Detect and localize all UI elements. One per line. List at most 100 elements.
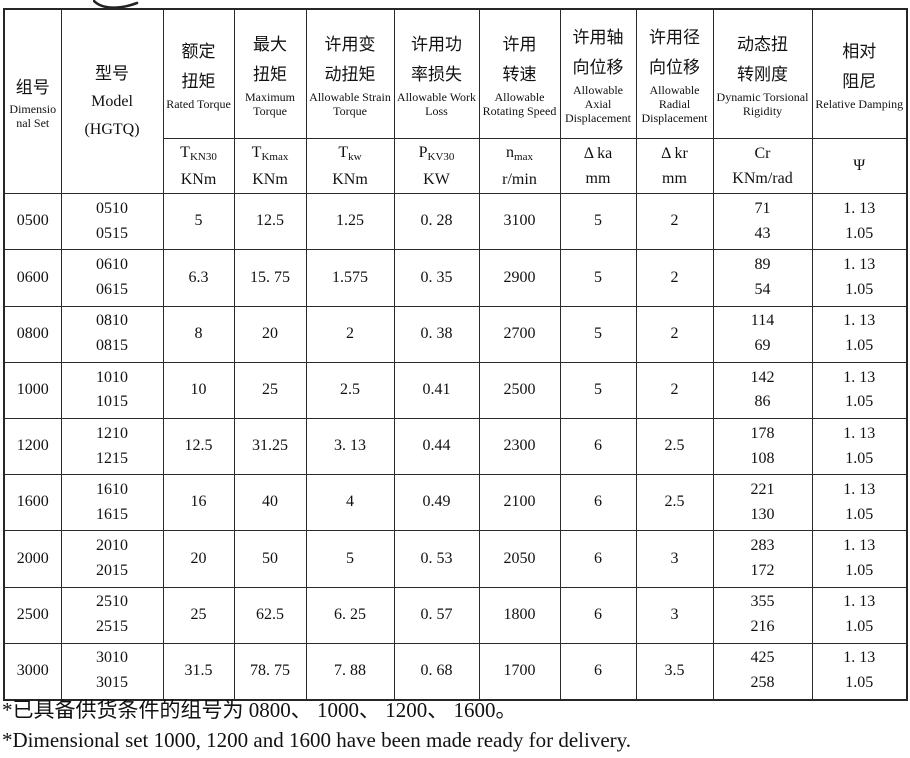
header-rated-torque-zh: 额定 扭矩	[181, 42, 216, 91]
cell-maximum-torque: 50	[233, 530, 307, 588]
cell-dimensional-set: 0500	[3, 193, 62, 251]
units-allowable-strain-torque: Tkw KNm	[305, 137, 395, 195]
cell-allowable-strain-torque: 6. 25	[305, 586, 395, 644]
header-allowable-axial-displacement: 许用轴 向位移 Allowable Axial Displacement	[559, 8, 637, 139]
cell-maximum-torque: 78. 75	[233, 642, 307, 701]
unit-allowable-radial-displacement: mm	[662, 170, 687, 188]
cell-dimensional-set: 1000	[3, 361, 62, 419]
cell-allowable-axial-displacement: 6	[559, 586, 637, 644]
cell-allowable-rotating-speed: 2300	[478, 417, 561, 476]
cell-allowable-strain-torque: 7. 88	[305, 642, 395, 701]
units-allowable-work-loss: PKV30 KW	[393, 137, 480, 195]
cell-rated-torque: 6.3	[162, 249, 235, 307]
header-maximum-torque-en: Maximum Torque	[245, 89, 295, 118]
footnote-en: *Dimensional set 1000, 1200 and 1600 hav…	[2, 728, 632, 753]
header-dynamic-torsional-rigidity-en: Dynamic Torsional Rigidity	[716, 89, 809, 118]
header-rated-torque-en: Rated Torque	[166, 96, 231, 111]
cell-rated-torque: 31.5	[162, 642, 235, 701]
cell-rated-torque: 20	[162, 530, 235, 588]
cell-allowable-radial-displacement: 2.5	[635, 474, 714, 532]
header-rated-torque: 额定 扭矩 Rated Torque	[162, 8, 235, 139]
cell-allowable-strain-torque: 1.575	[305, 249, 395, 307]
header-allowable-work-loss-en: Allowable Work Loss	[396, 89, 477, 118]
spec-row-2500: 2500 2510 2515 25 62.5 6. 25 0. 57 1800 6 3 355 216…	[3, 586, 908, 644]
cell-maximum-torque: 40	[233, 474, 307, 532]
spec-row-1600: 1600 1610 1615 16 40 4 0.49 2100 6 2.5 221 130 1. 13…	[3, 474, 908, 532]
units-rated-torque: TKN30 KNm	[162, 137, 235, 195]
cell-allowable-radial-displacement: 3	[635, 586, 714, 644]
unit-rated-torque: KNm	[180, 170, 217, 188]
header-allowable-radial-displacement: 许用径 向位移 Allowable Radial Displacement	[635, 8, 714, 139]
cell-allowable-axial-displacement: 5	[559, 361, 637, 419]
cell-dynamic-torsional-rigidity: 221 130	[712, 474, 813, 532]
cell-dimensional-set: 0800	[3, 305, 62, 363]
cell-allowable-rotating-speed: 3100	[478, 193, 561, 251]
header-allowable-radial-displacement-en: Allowable Radial Displacement	[641, 82, 708, 125]
cell-maximum-torque: 62.5	[233, 586, 307, 644]
cell-rated-torque: 16	[162, 474, 235, 532]
cell-allowable-radial-displacement: 2	[635, 249, 714, 307]
cell-model: 1210 1215	[60, 417, 164, 476]
cell-allowable-work-loss: 0. 28	[393, 193, 480, 251]
cell-relative-damping: 1. 13 1.05	[811, 530, 908, 588]
footnotes: *已具备供货条件的组号为 0800、 1000、 1200、 1600。 *Di…	[2, 695, 908, 756]
symbol-maximum-torque: TKmax	[251, 144, 289, 163]
cell-model: 1610 1615	[60, 474, 164, 532]
cell-dynamic-torsional-rigidity: 142 86	[712, 361, 813, 419]
cell-allowable-work-loss: 0.49	[393, 474, 480, 532]
cell-allowable-rotating-speed: 1800	[478, 586, 561, 644]
header-dimensional-set-zh: 组号	[15, 77, 50, 97]
spec-row-1200: 1200 1210 1215 12.5 31.25 3. 13 0.44 2300 6 2.5 17…	[3, 417, 908, 476]
cell-allowable-axial-displacement: 6	[559, 530, 637, 588]
header-maximum-torque: 最大 扭矩 Maximum Torque	[233, 8, 307, 139]
cell-allowable-work-loss: 0.41	[393, 361, 480, 419]
cell-model: 3010 3015	[60, 642, 164, 701]
cell-allowable-axial-displacement: 5	[559, 305, 637, 363]
cell-allowable-axial-displacement: 6	[559, 642, 637, 701]
header-allowable-work-loss: 许用功 率损失 Allowable Work Loss	[393, 8, 480, 139]
cell-allowable-strain-torque: 2	[305, 305, 395, 363]
cell-maximum-torque: 12.5	[233, 193, 307, 251]
spec-table: 组号 Dimensional Set 型号 Model (HGTQ) 额定 扭矩 R…	[3, 8, 908, 701]
cell-model: 2010 2015	[60, 530, 164, 588]
header-model: 型号 Model (HGTQ)	[60, 8, 164, 195]
header-row-main: 组号 Dimensional Set 型号 Model (HGTQ) 额定 扭矩 R…	[3, 8, 908, 195]
cell-dimensional-set: 0600	[3, 249, 62, 307]
spec-row-3000: 3000 3010 3015 31.5 78. 75 7. 88 0. 68 1700 6 3.5…	[3, 642, 908, 701]
header-model-en-line2: (HGTQ)	[84, 121, 140, 139]
units-maximum-torque: TKmax KNm	[233, 137, 307, 195]
spec-row-2000: 2000 2010 2015 20 50 5 0. 53 2050 6 3 283 172 1. 13 1…	[3, 530, 908, 588]
cell-dynamic-torsional-rigidity: 355 216	[712, 586, 813, 644]
spec-row-0800: 0800 0810 0815 8 20 2 0. 38 2700 5 2 114 69 1. 13 1.0…	[3, 305, 908, 363]
unit-allowable-work-loss: KW	[423, 170, 450, 188]
units-allowable-rotating-speed: nmax r/min	[478, 137, 561, 195]
cell-rated-torque: 12.5	[162, 417, 235, 476]
cell-relative-damping: 1. 13 1.05	[811, 249, 908, 307]
header-allowable-rotating-speed: 许用 转速 Allowable Rotating Speed	[478, 8, 561, 139]
cell-allowable-axial-displacement: 5	[559, 249, 637, 307]
cell-allowable-work-loss: 0. 38	[393, 305, 480, 363]
cell-maximum-torque: 31.25	[233, 417, 307, 476]
header-allowable-axial-displacement-en: Allowable Axial Displacement	[565, 82, 631, 125]
cell-dynamic-torsional-rigidity: 89 54	[712, 249, 813, 307]
cell-allowable-radial-displacement: 2	[635, 305, 714, 363]
cell-dimensional-set: 2500	[3, 586, 62, 644]
header-allowable-rotating-speed-en: Allowable Rotating Speed	[482, 89, 557, 118]
cell-allowable-strain-torque: 3. 13	[305, 417, 395, 476]
cell-relative-damping: 1. 13 1.05	[811, 642, 908, 701]
cell-allowable-rotating-speed: 2700	[478, 305, 561, 363]
header-allowable-strain-torque-zh: 许用变 动扭矩	[324, 35, 376, 84]
header-dimensional-set-en: Dimensional Set	[9, 102, 57, 131]
cell-rated-torque: 5	[162, 193, 235, 251]
units-allowable-radial-displacement: Δ kr mm	[635, 137, 714, 195]
cell-dynamic-torsional-rigidity: 71 43	[712, 193, 813, 251]
cell-dimensional-set: 1600	[3, 474, 62, 532]
cell-allowable-work-loss: 0. 35	[393, 249, 480, 307]
cell-allowable-rotating-speed: 1700	[478, 642, 561, 701]
cell-maximum-torque: 25	[233, 361, 307, 419]
cell-dynamic-torsional-rigidity: 283 172	[712, 530, 813, 588]
cell-allowable-work-loss: 0. 53	[393, 530, 480, 588]
spec-table-body: 0500 0510 0515 5 12.5 1.25 0. 28 3100 5 2 71 43 1. 1…	[3, 193, 908, 701]
cell-relative-damping: 1. 13 1.05	[811, 361, 908, 419]
